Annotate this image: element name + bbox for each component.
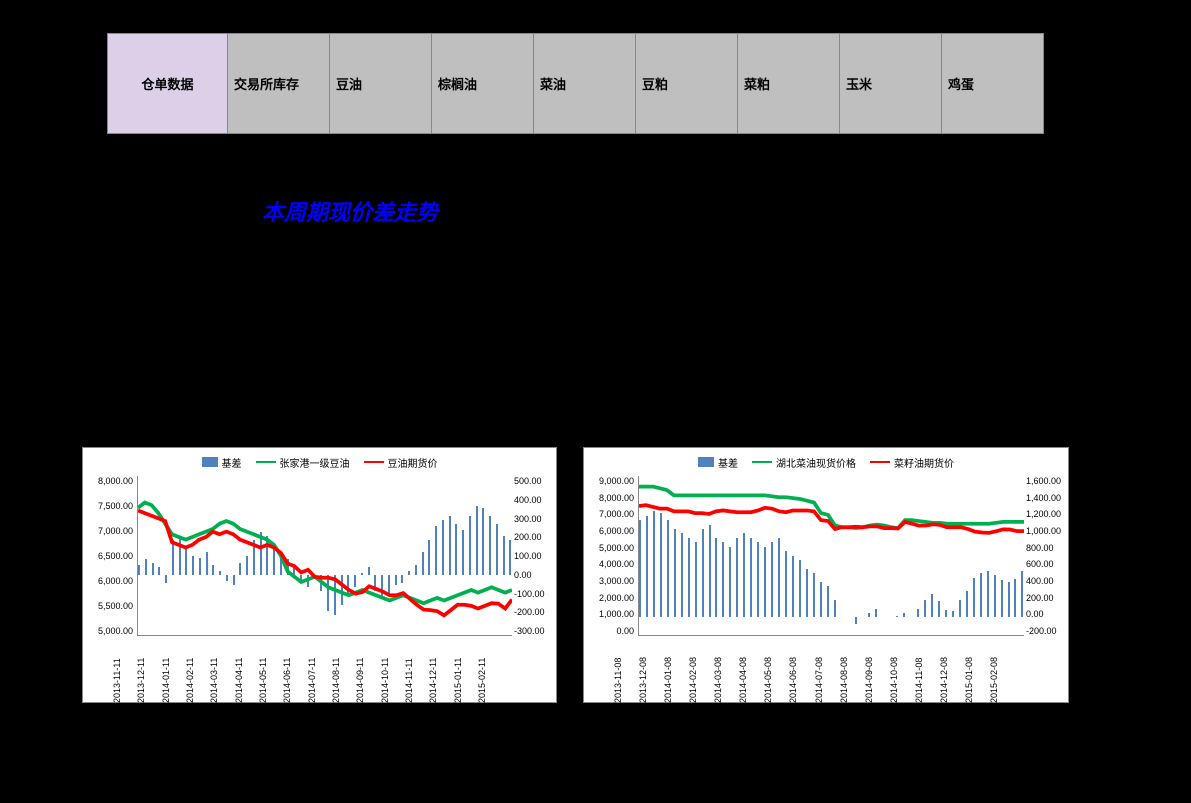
axis-tick: 8,000.00 (588, 493, 634, 503)
legend-item: 张家港一级豆油 (256, 455, 350, 470)
axis-tick: 100.00 (514, 551, 554, 561)
legend-label: 豆油期货价 (388, 455, 438, 470)
chart-line (639, 487, 1024, 529)
y-axis-right: 1,600.00 1,400.00 1,200.00 1,000.00 800.00 60… (1026, 476, 1066, 636)
axis-tick: 3,000.00 (588, 576, 634, 586)
chart-legend: 基差 张家港一级豆油 豆油期货价 (83, 448, 556, 472)
legend-label: 基差 (718, 455, 738, 470)
legend-swatch (202, 457, 218, 467)
legend-swatch (870, 461, 890, 463)
axis-tick: 7,000.00 (588, 509, 634, 519)
x-axis: 2013-11-112013-12-112014-01-112014-02-11… (137, 640, 512, 700)
legend-label: 湖北菜油现货价格 (776, 455, 856, 470)
axis-tick: 4,000.00 (588, 559, 634, 569)
axis-tick: 300.00 (514, 514, 554, 524)
axis-tick: -200.00 (1026, 626, 1066, 636)
table-header: 鸡蛋 (942, 34, 1044, 134)
y-axis-right: 500.00 400.00 300.00 200.00 100.00 0.00 -100.0… (514, 476, 554, 636)
legend-swatch (256, 461, 276, 463)
table-header: 棕榈油 (432, 34, 534, 134)
axis-tick: 8,000.00 (87, 476, 133, 486)
soybean-oil-basis-chart: 基差 张家港一级豆油 豆油期货价 8,000.00 7,500.00 7,000.00 6… (82, 447, 557, 703)
y-axis-left: 8,000.00 7,500.00 7,000.00 6,500.00 6,000.00… (87, 476, 133, 636)
section-title: 本周期现价差走势 (262, 195, 438, 227)
legend-label: 张家港一级豆油 (280, 455, 350, 470)
table-header: 菜粕 (738, 34, 840, 134)
table-header: 豆粕 (636, 34, 738, 134)
axis-tick: 1,000.00 (588, 609, 634, 619)
x-axis-tick: 2015-02-08 (989, 693, 1049, 703)
legend-item: 菜籽油期货价 (870, 455, 954, 470)
table-header: 豆油 (330, 34, 432, 134)
chart-lines (138, 476, 512, 635)
chart-lines (639, 476, 1024, 635)
chart-line (138, 510, 512, 615)
legend-item: 基差 (202, 455, 242, 470)
axis-tick: 0.00 (588, 626, 634, 636)
legend-label: 菜籽油期货价 (894, 455, 954, 470)
rapeseed-oil-basis-chart: 基差 湖北菜油现货价格 菜籽油期货价 9,000.00 8,000.00 7,000.0… (583, 447, 1069, 703)
axis-tick: 200.00 (1026, 593, 1066, 603)
axis-tick: 1,200.00 (1026, 509, 1066, 519)
table-header: 菜油 (534, 34, 636, 134)
legend-item: 豆油期货价 (364, 455, 438, 470)
axis-tick: 800.00 (1026, 543, 1066, 553)
axis-tick: 7,000.00 (87, 526, 133, 536)
legend-swatch (698, 457, 714, 467)
axis-tick: 5,500.00 (87, 601, 133, 611)
legend-label: 基差 (222, 455, 242, 470)
axis-tick: 7,500.00 (87, 501, 133, 511)
chart-legend: 基差 湖北菜油现货价格 菜籽油期货价 (584, 448, 1068, 472)
axis-tick: 400.00 (1026, 576, 1066, 586)
axis-tick: 500.00 (514, 476, 554, 486)
chart-line (138, 503, 512, 604)
axis-tick: 5,000.00 (588, 543, 634, 553)
table-row-label: 仓单数据 (108, 34, 228, 134)
axis-tick: 6,000.00 (87, 576, 133, 586)
axis-tick: -100.00 (514, 589, 554, 599)
axis-tick: 400.00 (514, 495, 554, 505)
x-axis-tick: 2015-02-11 (477, 693, 537, 703)
axis-tick: 2,000.00 (588, 593, 634, 603)
x-axis: 2013-11-082013-12-082014-01-082014-02-08… (638, 640, 1024, 700)
axis-tick: 5,000.00 (87, 626, 133, 636)
axis-tick: -200.00 (514, 607, 554, 617)
axis-tick: 6,500.00 (87, 551, 133, 561)
axis-tick: 1,000.00 (1026, 526, 1066, 536)
legend-item: 湖北菜油现货价格 (752, 455, 856, 470)
legend-swatch (364, 461, 384, 463)
axis-tick: 200.00 (514, 532, 554, 542)
axis-tick: 6,000.00 (588, 526, 634, 536)
axis-tick: 0.00 (514, 570, 554, 580)
axis-tick: 9,000.00 (588, 476, 634, 486)
legend-swatch (752, 461, 772, 463)
chart-plot-area: 9,000.008,000.007,000.006,000.005,000.00… (638, 476, 1024, 636)
axis-tick: 600.00 (1026, 559, 1066, 569)
table-header: 玉米 (840, 34, 942, 134)
axis-tick: -300.00 (514, 626, 554, 636)
chart-plot-area: 8,000.007,500.007,000.006,500.006,000.00… (137, 476, 512, 636)
axis-tick: 1,600.00 (1026, 476, 1066, 486)
axis-tick: 1,400.00 (1026, 493, 1066, 503)
axis-tick: 0.00 (1026, 609, 1066, 619)
y-axis-left: 9,000.00 8,000.00 7,000.00 6,000.00 5,000.00… (588, 476, 634, 636)
warehouse-data-table: 仓单数据 交易所库存 豆油 棕榈油 菜油 豆粕 菜粕 玉米 鸡蛋 (107, 33, 1044, 134)
table-header: 交易所库存 (228, 34, 330, 134)
legend-item: 基差 (698, 455, 738, 470)
